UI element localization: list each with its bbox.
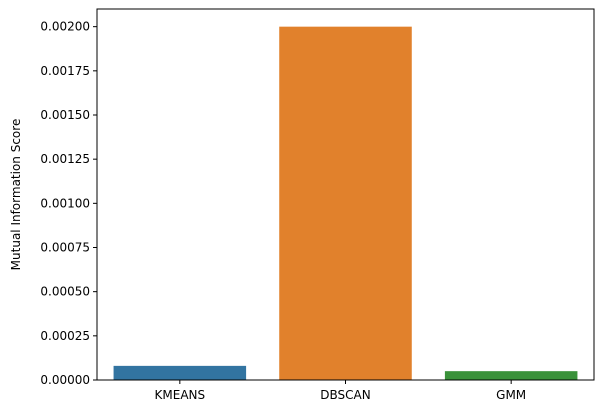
y-axis-label: Mutual Information Score (9, 119, 23, 271)
y-tick-label: 0.00100 (40, 196, 90, 210)
bar-dbscan (279, 26, 412, 381)
y-tick-label: 0.00200 (40, 20, 90, 34)
y-tick-label: 0.00125 (40, 152, 90, 166)
x-tick-label: KMEANS (155, 388, 206, 402)
x-tick-label: GMM (496, 388, 526, 402)
y-tick-label: 0.00050 (40, 285, 90, 299)
y-tick-label: 0.00175 (40, 64, 90, 78)
x-axis: KMEANS DBSCAN GMM (155, 380, 526, 402)
y-tick-label: 0.00075 (40, 241, 90, 255)
y-tick-label: 0.00000 (40, 373, 90, 387)
x-tick-label: DBSCAN (320, 388, 370, 402)
y-tick-label: 0.00025 (40, 329, 90, 343)
plot-frame (96, 8, 595, 381)
bars (113, 26, 578, 381)
bar-kmeans (113, 365, 247, 380)
bar-gmm (444, 371, 578, 380)
y-axis: 0.00000 0.00025 0.00050 0.00075 0.00100 0.001… (40, 20, 97, 387)
y-tick-label: 0.00150 (40, 108, 90, 122)
